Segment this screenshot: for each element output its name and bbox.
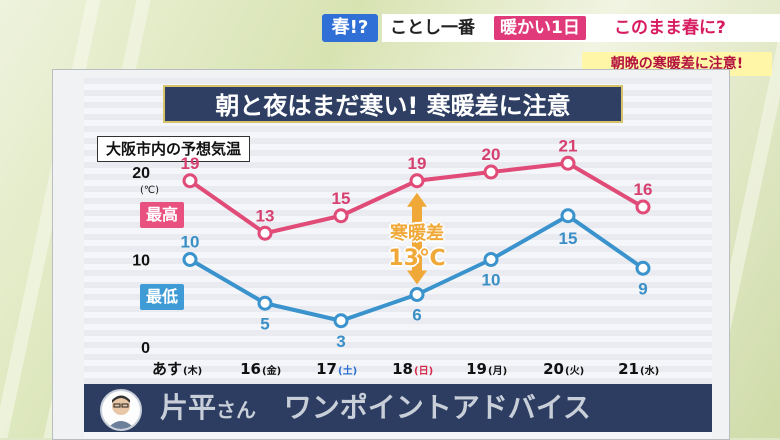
low-temp-value-label: 10: [181, 233, 200, 252]
y-unit-label: (℃): [140, 185, 159, 196]
footer-banner: [84, 384, 712, 432]
x-tick-day: (金): [262, 364, 281, 377]
y-axis: 20 10 0 (℃): [132, 165, 159, 357]
low-temp-value-label: 15: [559, 229, 578, 248]
x-tick-day: (木): [183, 364, 202, 377]
x-tick-label: 21: [618, 360, 639, 378]
low-temp-value-label: 5: [260, 314, 269, 333]
low-temp-point: [409, 287, 425, 302]
x-tick-label: 19: [466, 360, 487, 378]
x-axis: あす (木) 16 (金) 17 (土) 18 (日) 19 (月) 20 (火) 21 (水): [152, 360, 659, 378]
high-temp-value-label: 15: [332, 189, 351, 208]
low-temp-point: [333, 313, 349, 329]
y-tick-label: 0: [141, 340, 150, 357]
diff-label: 寒暖差: [390, 223, 444, 244]
low-temp-point: [560, 208, 576, 224]
footer-advice: ワンポイントアドバイス: [283, 391, 591, 424]
high-temp-value-label: 21: [559, 136, 578, 155]
x-tick-day: (日): [414, 365, 433, 377]
person-icon: [107, 395, 135, 429]
high-temp-point: [333, 208, 349, 224]
low-temp-value-label: 3: [336, 332, 345, 351]
headline-banner: 春!? ことし一番 暖かい1日 このまま春に?: [318, 10, 780, 46]
diff-arrow: [407, 192, 427, 285]
x-tick-day: (月): [488, 365, 507, 377]
high-temp-value-label: 19: [408, 154, 427, 173]
low-temp-point: [182, 252, 198, 267]
low-temp-value-label: 10: [482, 271, 501, 290]
x-tick-label: 16: [240, 360, 261, 378]
high-temp-point: [635, 199, 651, 215]
avatar: [100, 389, 142, 431]
y-tick-label: 10: [132, 253, 150, 270]
low-temp-point: [257, 295, 273, 311]
diff-arrow-shape: [407, 192, 427, 285]
low-temp-point: [635, 260, 651, 276]
topic-tag: 春!?: [322, 14, 378, 42]
footer-text: 片平さん ワンポイントアドバイス: [160, 388, 591, 428]
temperature-diff-annotation: 寒暖差 13℃: [376, 222, 458, 272]
high-temp-point: [257, 225, 273, 241]
footer-name: 片平: [160, 391, 217, 424]
x-tick-label: 20: [543, 360, 564, 378]
x-tick-day: (火): [565, 365, 584, 377]
board-title: 朝と夜はまだ寒い! 寒暖差に注意: [163, 85, 623, 123]
high-temp-point: [409, 173, 425, 189]
headline-part1: ことし一番: [390, 18, 475, 38]
x-tick-label: 18: [392, 360, 413, 378]
high-temp-value-label: 16: [634, 180, 653, 199]
chart-title: 大阪市内の予想気温: [97, 136, 251, 162]
high-temp-point: [483, 164, 499, 180]
series-label-high: 最高: [140, 202, 185, 228]
headline-highlight: 暖かい1日: [494, 16, 586, 40]
series-points: 19 13 15 19 20 21 16 10 5 3 6 10 15 9: [181, 136, 653, 351]
low-temp-value-label: 6: [412, 306, 421, 325]
series-label-low: 最低: [140, 284, 185, 310]
footer-honorific: さん: [216, 398, 257, 422]
high-temp-value-label: 20: [482, 145, 501, 164]
y-tick-label: 20: [132, 165, 150, 182]
high-temp-value-label: 19: [181, 154, 200, 173]
high-temp-value-label: 13: [256, 206, 275, 225]
low-temp-value-label: 9: [638, 279, 647, 298]
x-tick-label: 17: [316, 360, 337, 378]
headline: ことし一番 暖かい1日 このまま春に?: [382, 14, 780, 42]
diff-value: 13℃: [388, 246, 446, 271]
x-tick-day: (土): [338, 364, 357, 377]
headline-part2: このまま春に?: [614, 18, 726, 38]
low-temp-point: [483, 252, 499, 267]
x-tick-day: (水): [640, 364, 659, 377]
high-temp-point: [560, 155, 576, 171]
high-temp-point: [182, 173, 198, 189]
x-tick-label: あす: [152, 360, 182, 378]
